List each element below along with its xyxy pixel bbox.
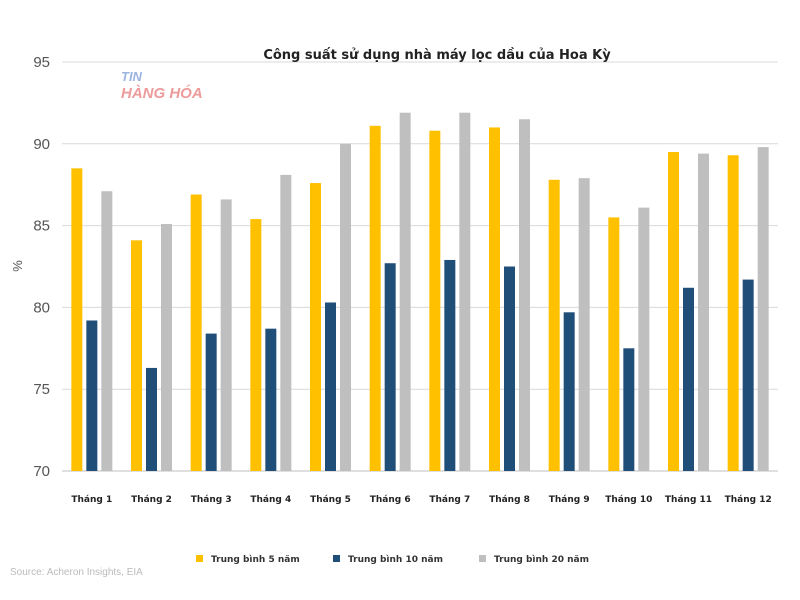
bar-2-12 <box>742 279 754 471</box>
bar-3-9 <box>578 178 590 471</box>
legend-item-2: Trung bình 10 năm <box>333 555 443 565</box>
bar-2-8 <box>504 266 515 471</box>
bar-2-10 <box>623 348 635 471</box>
legend-item-3: Trung bình 20 năm <box>479 555 589 565</box>
bar-3-6 <box>399 112 411 471</box>
bar-1-9 <box>548 179 560 472</box>
bar-3-5 <box>340 143 351 472</box>
bar-2-9 <box>563 312 575 471</box>
x-tick-label: Tháng 6 <box>370 495 411 505</box>
x-tick-label: Tháng 12 <box>725 495 772 505</box>
bar-3-7 <box>459 112 471 471</box>
legend-swatch <box>333 555 340 562</box>
legend-label: Trung bình 10 năm <box>348 555 443 565</box>
bar-1-11 <box>668 151 679 472</box>
legend-label: Trung bình 20 năm <box>494 555 589 565</box>
y-tick-labels: 70 75 80 85 90 95 <box>33 54 50 480</box>
bar-1-10 <box>608 217 620 471</box>
bar-1-1 <box>71 168 83 471</box>
x-tick-label: Tháng 3 <box>191 495 232 505</box>
bar-3-3 <box>220 199 232 471</box>
bar-3-11 <box>698 153 709 471</box>
bar-2-2 <box>146 367 157 471</box>
bar-1-4 <box>250 219 262 471</box>
bar-1-7 <box>429 130 441 471</box>
bar-2-4 <box>265 328 277 471</box>
x-tick-label: Tháng 2 <box>131 495 172 505</box>
x-tick-label: Tháng 10 <box>605 495 652 505</box>
bar-1-6 <box>369 125 381 471</box>
legend-label: Trung bình 5 năm <box>211 555 300 565</box>
bar-2-6 <box>384 263 396 471</box>
legend-swatch <box>196 555 203 562</box>
bar-3-12 <box>757 147 769 471</box>
x-tick-label: Tháng 11 <box>665 495 712 505</box>
x-tick-label: Tháng 5 <box>310 495 351 505</box>
bar-1-2 <box>131 240 142 471</box>
legend-swatch <box>479 555 486 562</box>
bar-3-8 <box>519 119 530 471</box>
y-tick-label: 70 <box>33 463 50 480</box>
bar-2-11 <box>683 287 694 471</box>
y-tick-label: 95 <box>33 54 50 71</box>
bars <box>71 112 769 472</box>
bar-3-10 <box>638 207 650 471</box>
watermark-line1: TIN <box>121 69 143 84</box>
bar-1-3 <box>190 194 202 472</box>
bar-2-7 <box>444 259 456 471</box>
bar-2-3 <box>205 333 217 471</box>
source-note: Source: Acheron Insights, EIA <box>10 567 143 578</box>
bar-3-2 <box>161 223 172 471</box>
bar-1-5 <box>310 183 321 471</box>
x-tick-label: Tháng 4 <box>250 495 291 505</box>
y-tick-label: 80 <box>33 299 50 316</box>
bar-2-1 <box>86 320 98 471</box>
y-tick-label: 85 <box>33 218 50 235</box>
x-tick-labels: Tháng 1 Tháng 2 Tháng 3 Tháng 4 Tháng 5 Tháng… <box>71 495 771 505</box>
y-axis-label: % <box>10 260 25 272</box>
x-tick-label: Tháng 9 <box>549 495 590 505</box>
legend: Trung bình 5 năm Trung bình 10 năm Trung b… <box>196 555 589 565</box>
grid-lines <box>62 61 778 472</box>
watermark-logo: TIN HÀNG HÓA <box>121 69 203 102</box>
bar-3-1 <box>101 191 113 471</box>
y-tick-label: 75 <box>33 381 50 398</box>
x-tick-label: Tháng 7 <box>429 495 470 505</box>
x-tick-label: Tháng 8 <box>489 495 530 505</box>
chart-title: Công suất sử dụng nhà máy lọc dầu của Ho… <box>263 48 611 63</box>
watermark-line2: HÀNG HÓA <box>121 84 203 102</box>
y-tick-label: 90 <box>33 136 50 153</box>
bar-3-4 <box>280 174 292 471</box>
x-tick-label: Tháng 1 <box>71 495 112 505</box>
bar-1-8 <box>489 127 500 471</box>
legend-item-1: Trung bình 5 năm <box>196 555 300 565</box>
bar-2-5 <box>325 302 336 471</box>
bar-1-12 <box>727 155 739 471</box>
